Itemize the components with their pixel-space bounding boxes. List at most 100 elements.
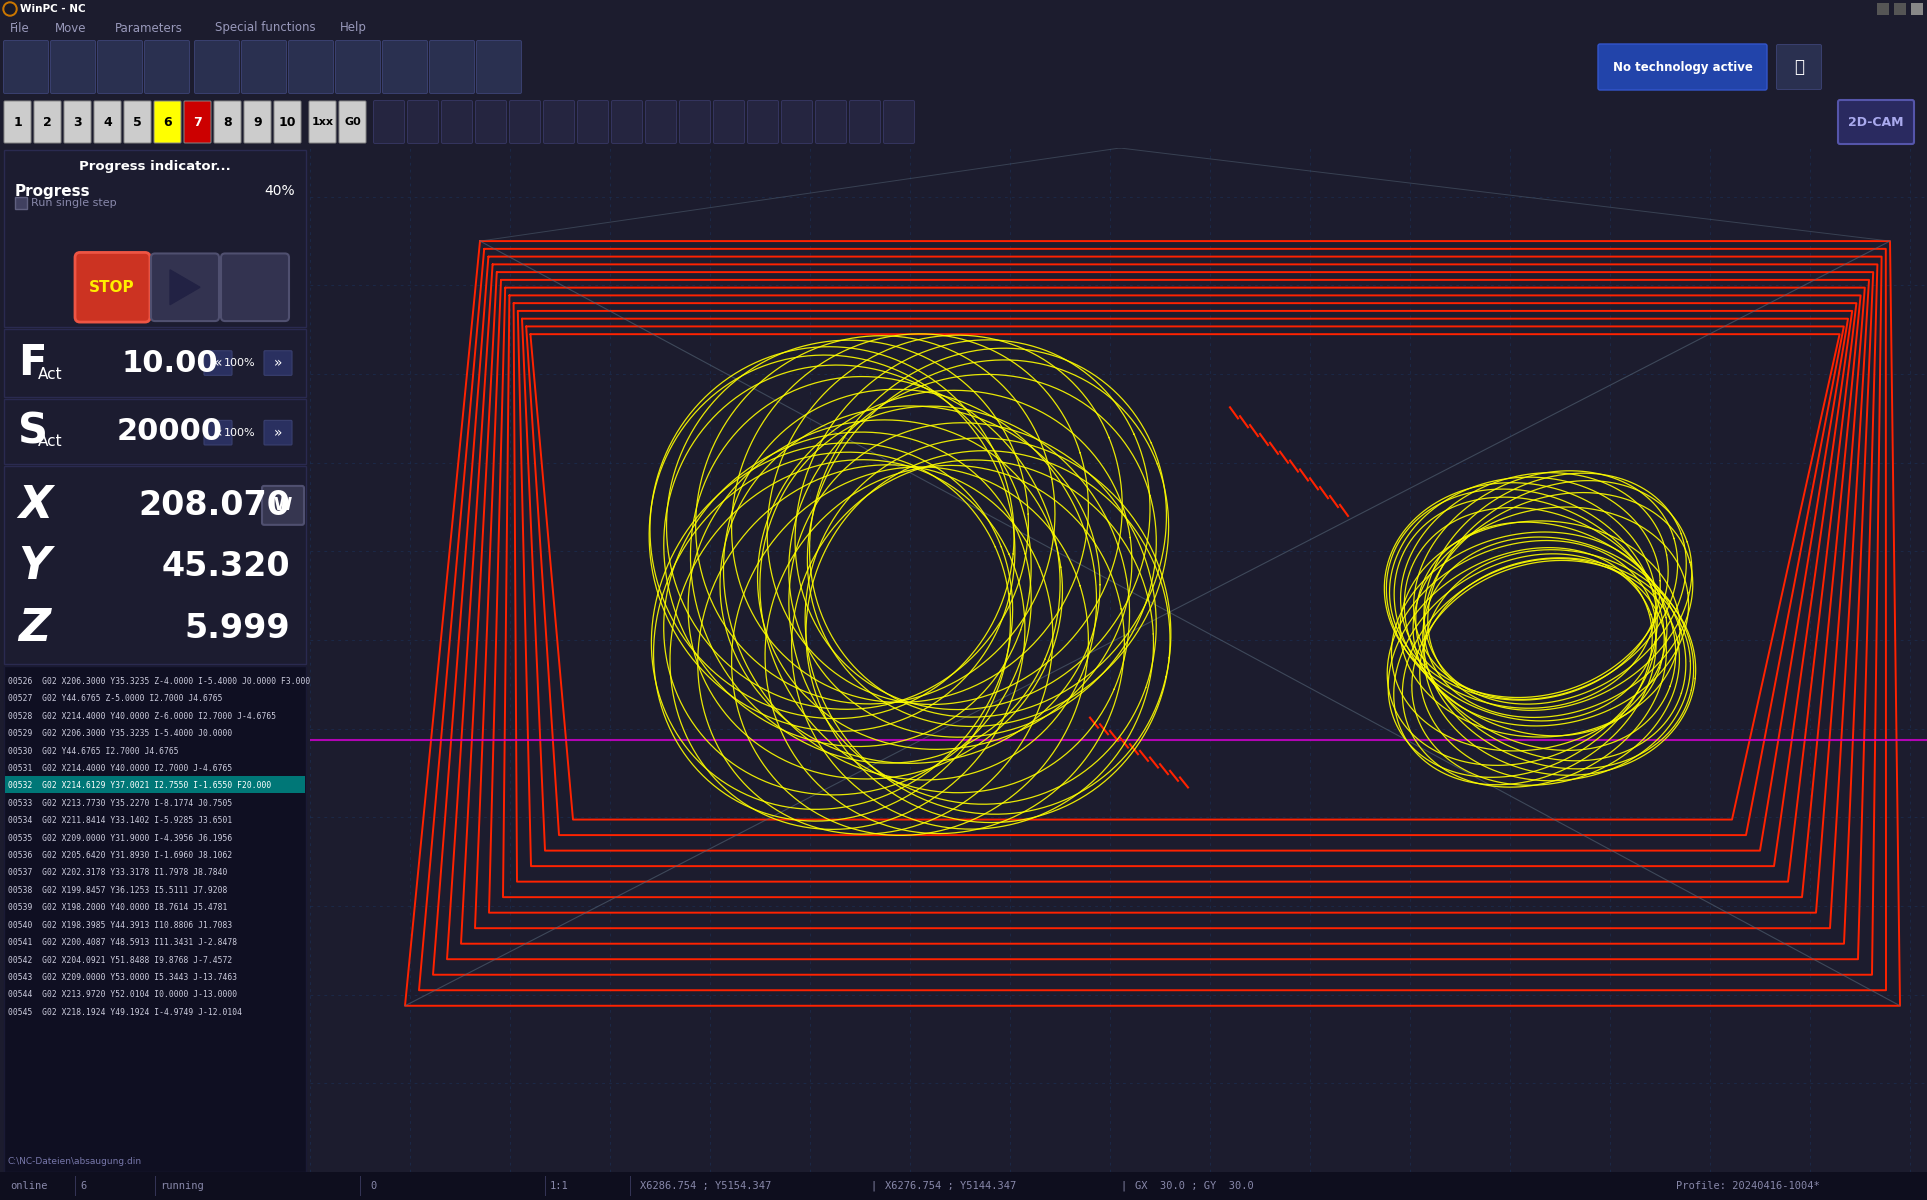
FancyBboxPatch shape [476, 41, 522, 94]
FancyBboxPatch shape [407, 101, 439, 144]
Text: G0: G0 [345, 116, 360, 127]
Text: 00545  G02 X218.1924 Y49.1924 I-4.9749 J-12.0104: 00545 G02 X218.1924 Y49.1924 I-4.9749 J-… [8, 1008, 243, 1016]
Text: 00542  G02 X204.0921 Y51.8488 I9.8768 J-7.4572: 00542 G02 X204.0921 Y51.8488 I9.8768 J-7… [8, 955, 233, 965]
Text: 6: 6 [81, 1181, 87, 1190]
Text: Z: Z [17, 607, 50, 649]
Bar [1877, 2, 1888, 14]
FancyBboxPatch shape [35, 101, 62, 143]
Text: X6276.754 ; Y5144.347: X6276.754 ; Y5144.347 [884, 1181, 1016, 1190]
FancyBboxPatch shape [883, 101, 915, 144]
FancyBboxPatch shape [204, 350, 231, 376]
FancyBboxPatch shape [264, 420, 293, 445]
FancyBboxPatch shape [262, 486, 304, 524]
Text: Progress indicator...: Progress indicator... [79, 161, 231, 173]
FancyBboxPatch shape [289, 41, 333, 94]
FancyBboxPatch shape [145, 41, 189, 94]
Text: Parameters: Parameters [116, 22, 183, 35]
Text: 45.320: 45.320 [162, 551, 289, 583]
Text: Special functions: Special functions [216, 22, 316, 35]
Text: 0: 0 [370, 1181, 376, 1190]
FancyBboxPatch shape [264, 350, 293, 376]
Bar [4, 398, 306, 464]
Text: 00527  G02 Y44.6765 Z-5.0000 I2.7000 J4.6765: 00527 G02 Y44.6765 Z-5.0000 I2.7000 J4.6… [8, 695, 222, 703]
FancyBboxPatch shape [782, 101, 813, 144]
Text: »: » [274, 426, 281, 439]
Text: F: F [17, 342, 46, 384]
FancyBboxPatch shape [850, 101, 881, 144]
FancyBboxPatch shape [241, 41, 287, 94]
Text: Run single step: Run single step [31, 198, 118, 209]
FancyBboxPatch shape [64, 101, 91, 143]
FancyBboxPatch shape [183, 101, 210, 143]
Text: 20000: 20000 [118, 418, 224, 446]
FancyBboxPatch shape [748, 101, 779, 144]
Bar [1894, 2, 1906, 14]
FancyBboxPatch shape [308, 101, 335, 143]
Text: STOP: STOP [89, 280, 135, 295]
FancyBboxPatch shape [222, 253, 289, 322]
Text: 00529  G02 X206.3000 Y35.3235 I-5.4000 J0.0000: 00529 G02 X206.3000 Y35.3235 I-5.4000 J0… [8, 730, 233, 738]
Polygon shape [170, 270, 200, 305]
FancyBboxPatch shape [123, 101, 150, 143]
FancyBboxPatch shape [214, 101, 241, 143]
Text: Act: Act [39, 367, 62, 382]
Text: 2: 2 [42, 115, 52, 128]
Text: 00528  G02 X214.4000 Y40.0000 Z-6.0000 I2.7000 J-4.6765: 00528 G02 X214.4000 Y40.0000 Z-6.0000 I2… [8, 712, 276, 721]
Text: No technology active: No technology active [1613, 60, 1754, 73]
Text: |: | [1120, 1181, 1125, 1192]
Text: Progress: Progress [15, 184, 91, 199]
Text: «: « [214, 426, 222, 439]
Circle shape [4, 2, 17, 16]
FancyBboxPatch shape [339, 101, 366, 143]
Text: 5.999: 5.999 [185, 612, 289, 644]
Text: 00531  G02 X214.4000 Y40.0000 I2.7000 J-4.6765: 00531 G02 X214.4000 Y40.0000 I2.7000 J-4… [8, 764, 233, 773]
Text: 1: 1 [13, 115, 21, 128]
Text: »: » [274, 356, 281, 370]
Text: running: running [160, 1181, 204, 1190]
Text: 00543  G02 X209.0000 Y53.0000 I5.3443 J-13.7463: 00543 G02 X209.0000 Y53.0000 I5.3443 J-1… [8, 973, 237, 982]
FancyBboxPatch shape [430, 41, 474, 94]
FancyBboxPatch shape [1597, 44, 1767, 90]
Text: 7: 7 [193, 115, 202, 128]
Text: 10: 10 [279, 115, 297, 128]
FancyBboxPatch shape [815, 101, 846, 144]
FancyBboxPatch shape [509, 101, 540, 144]
Text: 00538  G02 X199.8457 Y36.1253 I5.5111 J7.9208: 00538 G02 X199.8457 Y36.1253 I5.5111 J7.… [8, 886, 227, 895]
FancyBboxPatch shape [204, 420, 231, 445]
FancyBboxPatch shape [543, 101, 574, 144]
Text: Act: Act [39, 434, 62, 449]
Bar [15, 197, 27, 210]
FancyBboxPatch shape [50, 41, 96, 94]
Text: 00539  G02 X198.2000 Y40.0000 I8.7614 J5.4781: 00539 G02 X198.2000 Y40.0000 I8.7614 J5.… [8, 904, 227, 912]
Text: X: X [17, 484, 52, 527]
Text: C:\NC-Dateien\absaugung.din: C:\NC-Dateien\absaugung.din [8, 1157, 143, 1166]
Text: 4: 4 [104, 115, 112, 128]
FancyBboxPatch shape [476, 101, 507, 144]
FancyBboxPatch shape [195, 41, 239, 94]
Text: 208.070: 208.070 [139, 488, 289, 522]
Text: 00534  G02 X211.8414 Y33.1402 I-5.9285 J3.6501: 00534 G02 X211.8414 Y33.1402 I-5.9285 J3… [8, 816, 233, 826]
Text: W: W [274, 497, 293, 515]
FancyBboxPatch shape [150, 253, 220, 322]
FancyBboxPatch shape [441, 101, 472, 144]
FancyBboxPatch shape [75, 252, 150, 322]
FancyBboxPatch shape [1838, 100, 1914, 144]
Text: 00541  G02 X200.4087 Y48.5913 I11.3431 J-2.8478: 00541 G02 X200.4087 Y48.5913 I11.3431 J-… [8, 938, 237, 947]
Text: S: S [17, 410, 48, 452]
Text: 5: 5 [133, 115, 143, 128]
FancyBboxPatch shape [98, 41, 143, 94]
FancyBboxPatch shape [245, 101, 272, 143]
Bar [4, 467, 306, 664]
Text: Y: Y [17, 545, 50, 588]
Text: |: | [869, 1181, 877, 1192]
Text: File: File [10, 22, 29, 35]
FancyBboxPatch shape [382, 41, 428, 94]
Text: 8: 8 [224, 115, 231, 128]
Text: 10.00: 10.00 [121, 348, 218, 378]
Text: 00533  G02 X213.7730 Y35.2270 I-8.1774 J0.7505: 00533 G02 X213.7730 Y35.2270 I-8.1774 J0… [8, 799, 233, 808]
Text: 00535  G02 X209.0000 Y31.9000 I-4.3956 J6.1956: 00535 G02 X209.0000 Y31.9000 I-4.3956 J6… [8, 834, 233, 842]
Text: 2D-CAM: 2D-CAM [1848, 115, 1904, 128]
FancyBboxPatch shape [578, 101, 609, 144]
Text: 00537  G02 X202.3178 Y33.3178 I1.7978 J8.7840: 00537 G02 X202.3178 Y33.3178 I1.7978 J8.… [8, 869, 227, 877]
FancyBboxPatch shape [1777, 44, 1821, 90]
